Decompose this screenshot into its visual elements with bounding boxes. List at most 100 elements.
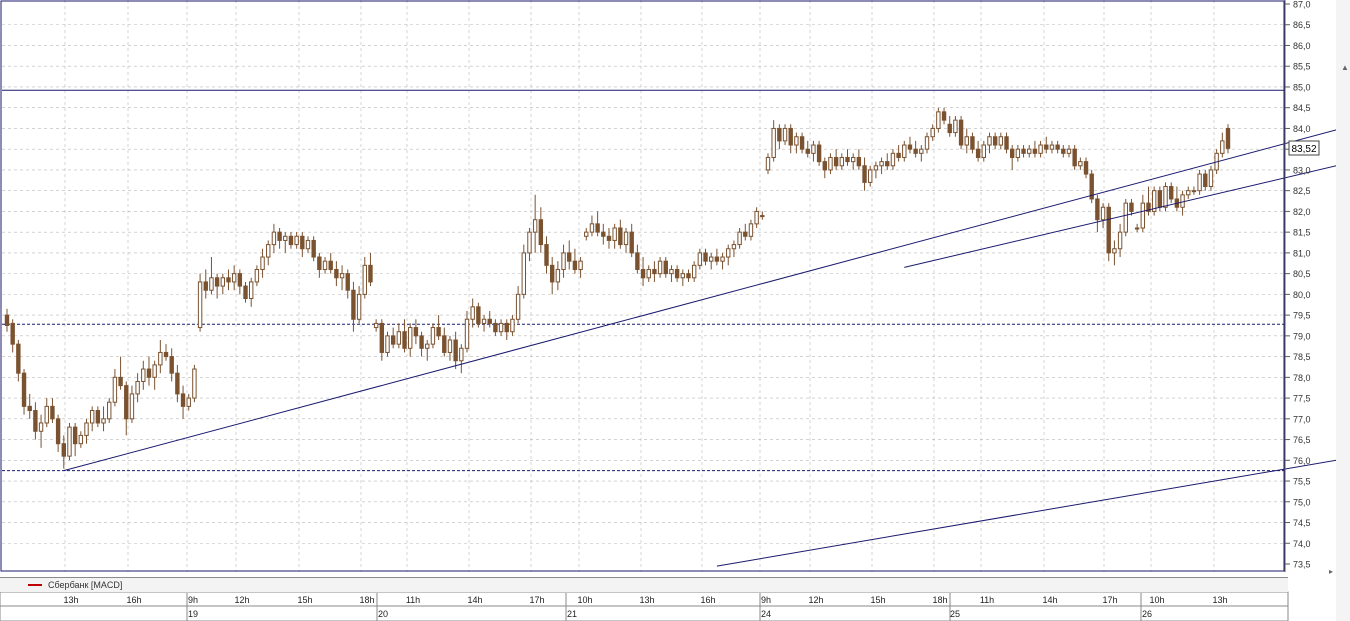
candle-body: [612, 227, 617, 241]
candle: [4, 308, 10, 332]
candle: [277, 228, 282, 249]
candle: [1021, 145, 1026, 158]
candle: [214, 273, 220, 299]
candle-body: [850, 156, 856, 163]
candle-body: [10, 322, 15, 345]
candle-body: [294, 235, 299, 246]
price-tick-label: 80,5: [1293, 269, 1311, 279]
candle: [720, 252, 725, 270]
candle-body: [271, 231, 277, 246]
candle-body: [1100, 206, 1106, 221]
candle-body: [1186, 190, 1191, 196]
candle-body: [1015, 148, 1021, 158]
candle-body: [805, 148, 810, 154]
price-tick-label: 81,5: [1293, 228, 1311, 238]
candle-body: [640, 268, 646, 279]
scroll-right-icon[interactable]: ▸: [1329, 567, 1333, 576]
candle: [992, 132, 998, 150]
candle: [226, 269, 231, 291]
candle: [936, 107, 941, 133]
candle: [487, 310, 492, 328]
candle: [584, 228, 589, 241]
candle: [175, 364, 180, 403]
candle-body: [209, 277, 214, 291]
candle: [816, 140, 822, 166]
candle-body: [629, 231, 634, 254]
candle-body: [1027, 148, 1032, 154]
hour-label: 17h: [529, 595, 544, 605]
candle: [1061, 145, 1066, 158]
candle: [1066, 145, 1072, 158]
candle-body: [197, 281, 203, 329]
candle-body: [1004, 136, 1009, 150]
candle: [1038, 140, 1043, 158]
candle-body: [425, 343, 430, 349]
candle-body: [674, 268, 680, 279]
candle-body: [1157, 190, 1163, 208]
candle: [50, 398, 55, 423]
candle-body: [913, 148, 918, 154]
candle-body: [124, 385, 129, 420]
candle: [612, 223, 617, 249]
candle-body: [402, 331, 407, 349]
candle-body: [907, 144, 913, 150]
candle-body: [464, 318, 470, 349]
candle: [868, 165, 873, 187]
candle: [169, 348, 174, 382]
candle-body: [186, 397, 191, 407]
candle: [822, 157, 827, 179]
candle-body: [141, 368, 146, 382]
candle: [1112, 240, 1117, 266]
candle-body: [635, 252, 640, 270]
candle-body: [231, 273, 237, 283]
candle: [856, 149, 862, 170]
candle-body: [856, 156, 862, 167]
candle-body: [1151, 190, 1157, 212]
candle: [459, 344, 464, 374]
candle: [623, 228, 629, 253]
candle: [396, 323, 402, 349]
vertical-scrollbar[interactable]: [1336, 0, 1350, 621]
candle: [902, 140, 907, 162]
price-tick-label: 86,0: [1293, 41, 1311, 51]
candle: [1004, 132, 1009, 154]
day-label: 21: [567, 609, 577, 619]
candles: [4, 107, 1231, 469]
candle: [850, 153, 856, 170]
scroll-up-icon[interactable]: ▲: [1341, 63, 1349, 72]
candle-body: [1191, 190, 1197, 193]
macd-label: Сбербанк [MACD]: [48, 580, 123, 590]
candle-body: [498, 322, 504, 333]
candle: [799, 132, 805, 154]
candle: [538, 207, 544, 253]
candle: [249, 277, 254, 307]
candle: [203, 269, 208, 299]
candle-body: [84, 422, 89, 436]
hour-label: 10h: [577, 595, 592, 605]
candle: [532, 194, 538, 253]
price-tick-label: 79,5: [1293, 311, 1311, 321]
price-tick-label: 73,5: [1293, 560, 1311, 570]
candle: [1140, 194, 1146, 233]
hour-label: 13h: [63, 595, 78, 605]
candle-body: [1203, 173, 1208, 188]
candle-body: [158, 351, 163, 366]
macd-panel: Сбербанк [MACD]: [0, 577, 1288, 592]
candle-body: [532, 219, 538, 233]
candle-body: [936, 111, 941, 129]
candle: [78, 431, 84, 448]
candle: [975, 140, 981, 162]
time-axis-labels: 13h 16h 9h 12h 15h 18h 11h 14h 17h 10h 13h 16h 9h 12h…: [63, 593, 1228, 621]
candle: [124, 381, 129, 436]
candle: [998, 132, 1004, 150]
candle: [674, 265, 680, 282]
candle-body: [567, 252, 572, 262]
hour-label: 16h: [700, 595, 715, 605]
candle-body: [1106, 206, 1111, 254]
candle: [760, 211, 765, 220]
candle-body: [862, 165, 867, 183]
candle-body: [771, 127, 776, 158]
candle: [158, 340, 163, 374]
candle-body: [595, 223, 600, 233]
